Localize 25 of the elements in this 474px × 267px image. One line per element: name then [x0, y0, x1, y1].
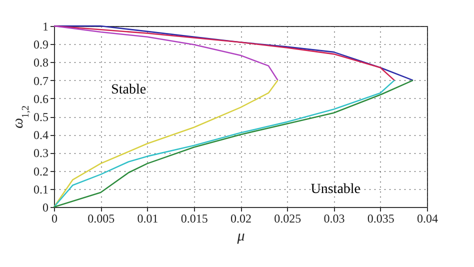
x-tick-label: 0.025: [274, 212, 302, 226]
y-tick-label: 0.2: [34, 164, 48, 178]
x-tick-label: 0: [52, 212, 58, 226]
line-series: [53, 25, 278, 81]
y-tick-label: 0.1: [34, 182, 48, 196]
x-tick-label: 0.03: [324, 212, 345, 226]
x-tick-label: 0.005: [88, 212, 115, 226]
x-tick-label: 0.015: [180, 212, 208, 226]
x-tick-label: 0.04: [417, 212, 438, 226]
y-tick-label: 0.5: [34, 110, 48, 124]
y-tick-label: 0.9: [34, 38, 48, 52]
annotation: Unstable: [310, 182, 360, 197]
y-tick-label: 0.7: [34, 74, 48, 88]
line-series: [53, 80, 278, 208]
y-tick-label: 0.8: [34, 56, 48, 70]
y-tick-label: 0.6: [34, 92, 48, 106]
y-tick-label: 0: [42, 200, 48, 214]
x-tick-label: 0.035: [367, 212, 394, 226]
y-tick-label: 0.3: [34, 146, 48, 160]
y-tick-label: 0.4: [34, 128, 48, 142]
annotation: Stable: [111, 82, 146, 98]
x-axis-title: μ: [236, 228, 246, 244]
x-tick-label: 0.02: [230, 212, 252, 226]
y-tick-label: 1: [42, 20, 48, 34]
x-tick-label: 0.01: [137, 212, 158, 226]
